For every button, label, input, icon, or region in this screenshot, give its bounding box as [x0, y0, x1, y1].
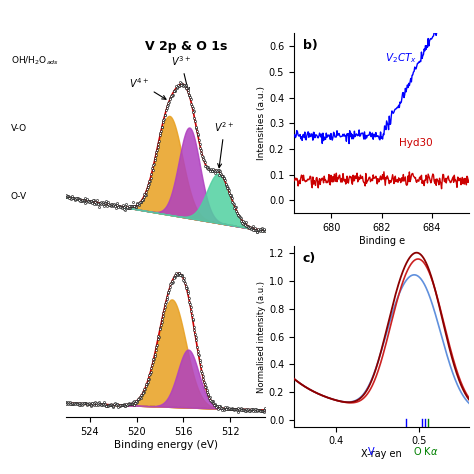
Text: V: V: [368, 447, 374, 457]
Text: V 2p & O 1s: V 2p & O 1s: [145, 40, 227, 53]
Text: V-O: V-O: [10, 124, 27, 133]
X-axis label: X-ray en: X-ray en: [361, 449, 402, 459]
Text: b): b): [302, 38, 318, 52]
Y-axis label: Normalised intensity (a.u.): Normalised intensity (a.u.): [257, 281, 266, 392]
Text: c): c): [302, 252, 316, 265]
Text: $V^{3+}$: $V^{3+}$: [171, 55, 191, 91]
Text: $V_2CT_x$: $V_2CT_x$: [385, 51, 417, 65]
X-axis label: Binding energy (eV): Binding energy (eV): [114, 439, 218, 450]
Text: $V^{2+}$: $V^{2+}$: [214, 120, 235, 168]
Text: O K$\alpha$: O K$\alpha$: [413, 446, 438, 457]
Text: Hyd30: Hyd30: [399, 137, 433, 147]
Text: $V^{4+}$: $V^{4+}$: [129, 76, 166, 99]
Y-axis label: Intensities (a.u.): Intensities (a.u.): [257, 86, 266, 160]
Text: OH/H$_2$O$_{ads}$: OH/H$_2$O$_{ads}$: [10, 54, 59, 67]
Text: O-V: O-V: [10, 192, 27, 201]
X-axis label: Binding e: Binding e: [358, 236, 405, 246]
